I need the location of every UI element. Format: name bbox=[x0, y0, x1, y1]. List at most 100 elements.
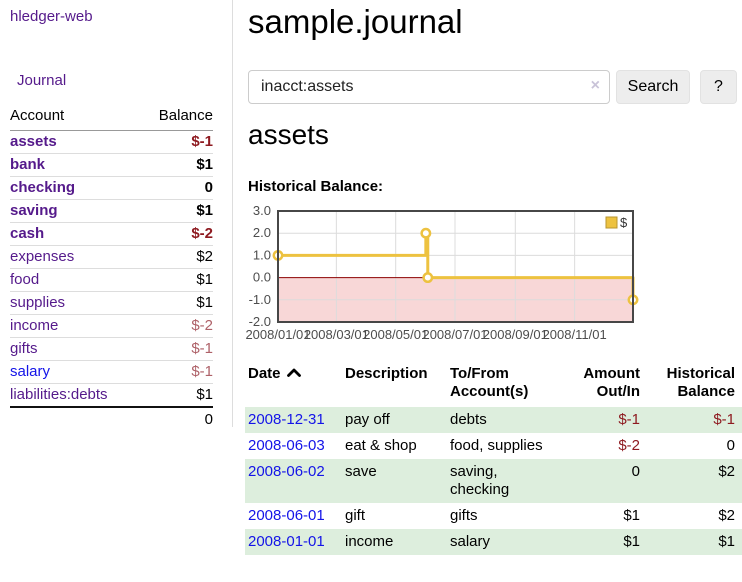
svg-text:1.0: 1.0 bbox=[253, 247, 271, 262]
transaction-balance: $1 bbox=[718, 533, 735, 550]
svg-text:2008/11/01: 2008/11/01 bbox=[543, 327, 607, 342]
account-row: assets $-1 bbox=[10, 131, 213, 154]
page-title: sample.journal bbox=[248, 3, 463, 40]
transaction-accounts: debts bbox=[450, 411, 487, 428]
account-link[interactable]: gifts bbox=[10, 340, 38, 357]
transaction-date-link[interactable]: 2008-06-02 bbox=[248, 463, 325, 480]
account-balance: $1 bbox=[140, 153, 213, 177]
account-link[interactable]: liabilities:debts bbox=[10, 386, 108, 403]
historical-balance-chart: $3.0 2.0 1.0 0.0 -1.0 -2.02008/01/012008/03/0… bbox=[245, 203, 639, 342]
transaction-date-link[interactable]: 2008-06-03 bbox=[248, 437, 325, 454]
account-balance: $1 bbox=[140, 383, 213, 407]
search-bar: × Search ? bbox=[248, 70, 737, 104]
register-header-accounts: To/From Account(s) bbox=[450, 365, 529, 400]
transaction-amount: 0 bbox=[631, 463, 640, 480]
svg-text:2008/01/01: 2008/01/01 bbox=[245, 327, 310, 342]
svg-text:2008/07/01: 2008/07/01 bbox=[422, 327, 487, 342]
svg-text:0.0: 0.0 bbox=[253, 270, 271, 285]
transaction-balance: $2 bbox=[718, 463, 735, 480]
transaction-accounts: food, supplies bbox=[450, 437, 543, 454]
transaction-date-link[interactable]: 2008-12-31 bbox=[248, 411, 325, 428]
account-link[interactable]: cash bbox=[10, 225, 45, 242]
account-row: cash $-2 bbox=[10, 222, 213, 246]
transaction-amount: $1 bbox=[623, 507, 640, 524]
transaction-accounts: salary bbox=[450, 533, 491, 550]
account-link[interactable]: supplies bbox=[10, 294, 66, 311]
account-link[interactable]: bank bbox=[10, 156, 46, 173]
accounts-table: Account Balance assets $-1 bank $1 checking 0… bbox=[10, 104, 213, 432]
account-row: liabilities:debts $1 bbox=[10, 383, 213, 407]
transaction-description: save bbox=[345, 463, 377, 480]
account-balance: $1 bbox=[140, 268, 213, 292]
account-row: expenses $2 bbox=[10, 245, 213, 269]
transaction-amount: $1 bbox=[623, 533, 640, 550]
table-row: 2008-01-01 income salary $1 $1 bbox=[245, 529, 742, 555]
account-row: food $1 bbox=[10, 268, 213, 292]
svg-text:-1.0: -1.0 bbox=[249, 292, 271, 307]
app-brand-link[interactable]: hledger-web bbox=[10, 8, 93, 25]
sidebar: hledger-web Journal Account Balance asse… bbox=[0, 0, 233, 432]
transaction-balance: $-1 bbox=[713, 411, 735, 428]
register-header-amount: Amount Out/In bbox=[583, 365, 640, 400]
sort-ascending-icon bbox=[286, 368, 301, 377]
transaction-amount: $-2 bbox=[618, 437, 640, 454]
accounts-header-balance: Balance bbox=[140, 104, 213, 131]
transaction-accounts: saving, checking bbox=[450, 463, 510, 498]
search-input[interactable] bbox=[248, 70, 610, 104]
account-balance: $-1 bbox=[140, 337, 213, 361]
account-row: gifts $-1 bbox=[10, 337, 213, 361]
accounts-total-row: 0 bbox=[10, 406, 213, 432]
account-row: salary $-1 bbox=[10, 360, 213, 384]
register-header-description: Description bbox=[345, 365, 428, 382]
account-row: checking 0 bbox=[10, 176, 213, 200]
transaction-balance: $2 bbox=[718, 507, 735, 524]
svg-text:-2.0: -2.0 bbox=[249, 314, 271, 329]
transaction-date-link[interactable]: 2008-01-01 bbox=[248, 533, 325, 550]
register-header-balance: Historical Balance bbox=[666, 365, 735, 400]
help-button[interactable]: ? bbox=[700, 70, 737, 104]
account-balance: $-2 bbox=[140, 314, 213, 338]
svg-text:$: $ bbox=[620, 215, 628, 230]
account-balance: $-2 bbox=[140, 222, 213, 246]
accounts-header-account: Account bbox=[10, 104, 141, 131]
svg-text:2008/09/01: 2008/09/01 bbox=[483, 327, 548, 342]
account-link[interactable]: checking bbox=[10, 179, 76, 196]
transaction-date-link[interactable]: 2008-06-01 bbox=[248, 507, 325, 524]
account-row: income $-2 bbox=[10, 314, 213, 338]
account-link[interactable]: income bbox=[10, 317, 59, 334]
search-button[interactable]: Search bbox=[616, 70, 690, 104]
account-balance: $1 bbox=[140, 291, 213, 315]
account-link[interactable]: saving bbox=[10, 202, 58, 219]
account-heading: assets bbox=[248, 119, 329, 150]
transaction-description: gift bbox=[345, 507, 366, 524]
account-link[interactable]: assets bbox=[10, 133, 57, 150]
account-balance: $-1 bbox=[191, 133, 213, 150]
svg-text:3.0: 3.0 bbox=[253, 203, 271, 218]
account-link[interactable]: salary bbox=[10, 363, 51, 380]
table-row: 2008-06-02 save saving, checking 0 $2 bbox=[245, 459, 742, 503]
transaction-amount: $-1 bbox=[618, 411, 640, 428]
register-table: Date Description To/From Account(s) Amou… bbox=[245, 360, 742, 555]
register-header-row: Date Description To/From Account(s) Amou… bbox=[245, 360, 742, 407]
clear-search-icon[interactable]: × bbox=[590, 77, 600, 94]
account-link[interactable]: food bbox=[10, 271, 40, 288]
transaction-accounts: gifts bbox=[450, 507, 478, 524]
sidebar-item-journal[interactable]: Journal bbox=[17, 72, 67, 89]
account-row: supplies $1 bbox=[10, 291, 213, 315]
table-row: 2008-06-03 eat & shop food, supplies $-2 0 bbox=[245, 433, 742, 459]
transaction-description: pay off bbox=[345, 411, 390, 428]
account-balance: $2 bbox=[140, 245, 213, 269]
account-balance: 0 bbox=[140, 176, 213, 200]
transaction-description: eat & shop bbox=[345, 437, 417, 454]
account-link[interactable]: expenses bbox=[10, 248, 75, 265]
account-row: bank $1 bbox=[10, 153, 213, 177]
accounts-header-row: Account Balance bbox=[10, 104, 213, 131]
account-row: saving $1 bbox=[10, 199, 213, 223]
table-row: 2008-06-01 gift gifts $1 $2 bbox=[245, 503, 742, 529]
transaction-balance: 0 bbox=[726, 437, 735, 454]
chart-title: Historical Balance: bbox=[248, 178, 384, 195]
account-balance: $-1 bbox=[140, 360, 213, 384]
table-row: 2008-12-31 pay off debts $-1 $-1 bbox=[245, 407, 742, 433]
transaction-description: income bbox=[345, 533, 394, 550]
register-header-date[interactable]: Date bbox=[245, 360, 345, 407]
